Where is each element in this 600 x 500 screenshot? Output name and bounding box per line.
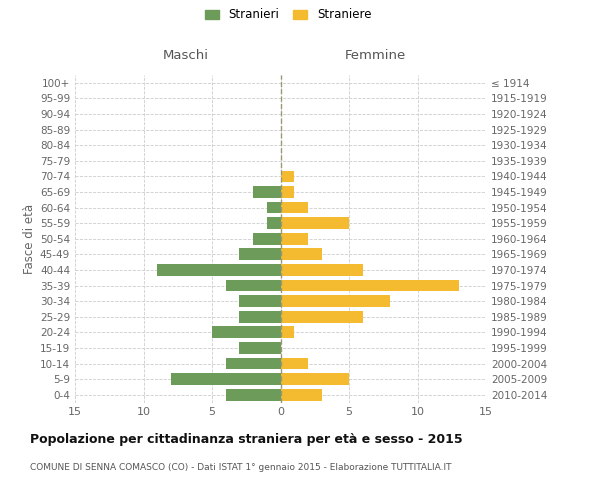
Bar xyxy=(281,326,294,338)
Bar xyxy=(281,374,349,385)
Bar xyxy=(281,389,322,400)
Bar xyxy=(226,389,281,400)
Text: COMUNE DI SENNA COMASCO (CO) - Dati ISTAT 1° gennaio 2015 - Elaborazione TUTTITA: COMUNE DI SENNA COMASCO (CO) - Dati ISTA… xyxy=(30,462,452,471)
Bar xyxy=(281,280,458,291)
Bar xyxy=(171,374,281,385)
Bar xyxy=(281,170,294,182)
Y-axis label: Fasce di età: Fasce di età xyxy=(23,204,36,274)
Bar xyxy=(226,280,281,291)
Bar xyxy=(281,202,308,213)
Bar xyxy=(239,296,281,307)
Bar xyxy=(281,218,349,229)
Bar xyxy=(281,296,390,307)
Bar xyxy=(212,326,281,338)
Bar xyxy=(281,186,294,198)
Bar xyxy=(226,358,281,370)
Text: Femmine: Femmine xyxy=(344,49,406,62)
Text: Popolazione per cittadinanza straniera per età e sesso - 2015: Popolazione per cittadinanza straniera p… xyxy=(30,432,463,446)
Bar xyxy=(267,202,281,213)
Bar xyxy=(157,264,281,276)
Bar xyxy=(253,233,281,244)
Bar xyxy=(281,311,363,322)
Bar xyxy=(267,218,281,229)
Bar xyxy=(239,311,281,322)
Bar xyxy=(281,358,308,370)
Bar xyxy=(281,248,322,260)
Bar xyxy=(239,248,281,260)
Legend: Stranieri, Straniere: Stranieri, Straniere xyxy=(202,6,374,24)
Bar xyxy=(281,233,308,244)
Bar xyxy=(281,264,363,276)
Text: Maschi: Maschi xyxy=(163,49,209,62)
Bar xyxy=(239,342,281,354)
Bar xyxy=(253,186,281,198)
